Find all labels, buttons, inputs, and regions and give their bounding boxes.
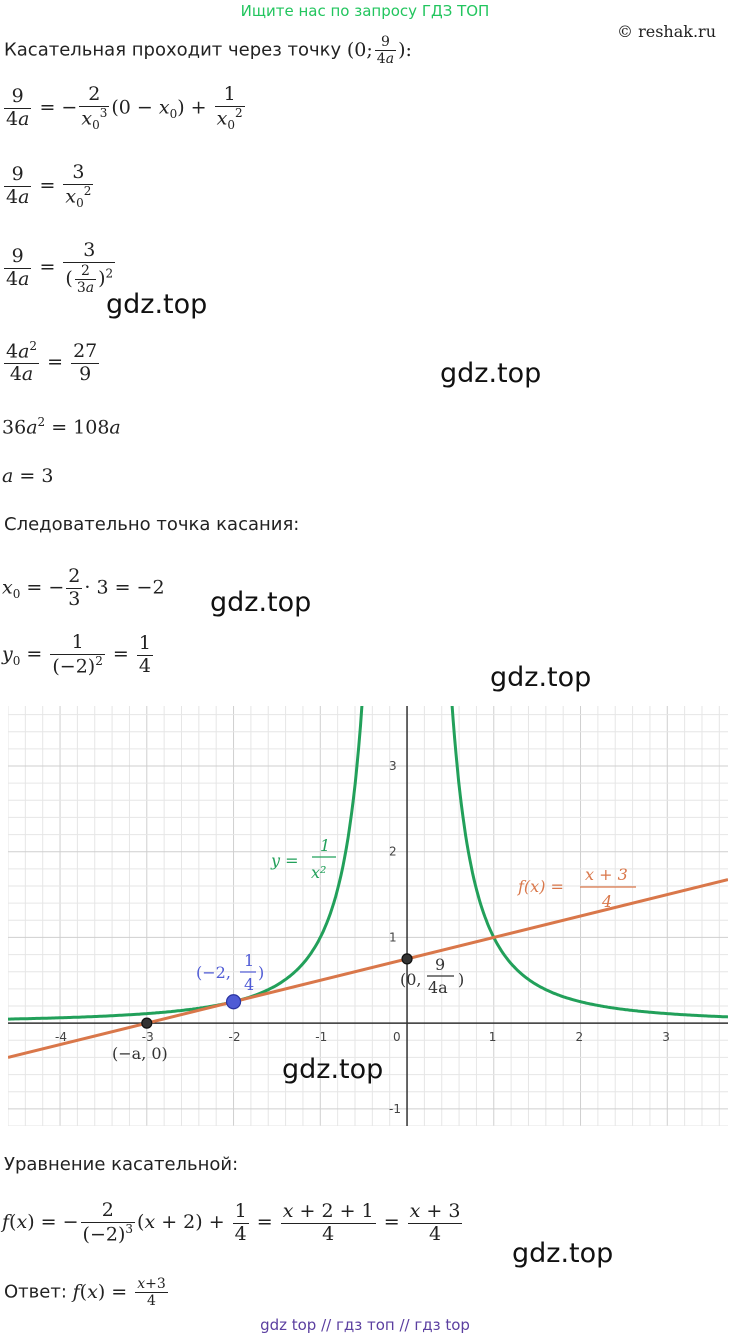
tangent-label-den: 4 (601, 892, 612, 911)
tangent-label: f(x) = x + 3 4 (517, 865, 636, 911)
curve-label-num: 1 (320, 836, 330, 855)
function-graph: -4 -3 -2 -1 0 1 2 3 -1 1 2 3 y = 1 x² f(x) = x + 3 … (8, 706, 728, 1126)
point-neg2-label-text: (−2, (196, 963, 231, 982)
axes (8, 706, 728, 1126)
tangent-label-num: x + 3 (585, 865, 628, 884)
watermark: gdz.top (440, 358, 542, 389)
watermark: gdz.top (282, 1054, 384, 1085)
equation-4: 4a2 4a = 27 9 (4, 339, 100, 386)
answer-formula: f(x) = x+3 4 (72, 1276, 168, 1310)
equation-6: a = 3 (2, 465, 54, 487)
x-tick-label: 0 (393, 1030, 401, 1044)
y-tick-label: 2 (389, 845, 397, 859)
answer-line: Ответ: f(x) = x+3 4 (4, 1276, 170, 1309)
curve-series-line (8, 706, 728, 1021)
equation-2: 9 4a = 3 x02 (4, 161, 94, 210)
point-neg2-label: (−2, 1 4 ) (196, 951, 264, 994)
x-tick-label: 3 (662, 1030, 670, 1044)
x-tick-label: -2 (229, 1030, 241, 1044)
y-tick-label: 1 (389, 930, 397, 944)
tangent-label-text: f(x) = (517, 877, 564, 896)
y-tick-label: 3 (389, 759, 397, 773)
answer-label: Ответ: (4, 1281, 67, 1303)
equation-1: 9 4a = −2 x03 (0 − x0) + 1 x02 (4, 83, 245, 132)
search-banner[interactable]: Ищите нас по запросу ГДЗ ТОП (240, 2, 490, 20)
x-tick-label: -1 (315, 1030, 327, 1044)
point-neg2-label-den: 4 (244, 975, 254, 994)
watermark: gdz.top (106, 289, 208, 320)
data-point (225, 994, 242, 1010)
point-formula: (0; 9 4a): (346, 34, 412, 68)
equation-heading: Уравнение касательной: (4, 1154, 239, 1175)
point-zero-label-text: (0, (400, 970, 422, 989)
point-neg2-label-close: ) (258, 963, 264, 982)
point-neg2-label-num: 1 (244, 951, 254, 970)
curve-label-den: x² (311, 863, 326, 882)
x-tick-label: -3 (142, 1030, 154, 1044)
x-tick-label: 2 (576, 1030, 584, 1044)
watermark: gdz.top (490, 662, 592, 693)
point-neg-a-label: (−a, 0) (112, 1044, 168, 1063)
watermark: gdz.top (512, 1238, 614, 1269)
copyright-notice: © reshak.ru (617, 22, 716, 41)
equation-3: 9 4a = 3(2 3a)2 (4, 239, 116, 296)
tick-labels: -4 -3 -2 -1 0 1 2 3 -1 1 2 3 (55, 759, 670, 1116)
point-zero-label-den: 4a (428, 978, 448, 997)
footer-links[interactable]: gdz top // гдз топ // гдз top (260, 1316, 470, 1334)
point-zero-label-num: 9 (435, 955, 445, 974)
data-point (401, 953, 413, 965)
equation-x0: x0 = −2 3 · 3 = −2 (2, 565, 165, 610)
intro-line: Касательная проходит через точку (0; 9 4a)… (4, 34, 412, 67)
x-tick-label: 1 (489, 1030, 497, 1044)
y-tick-label: -1 (389, 1102, 401, 1116)
point-zero-label-close: ) (458, 970, 464, 989)
curve-label: y = 1 x² (270, 836, 336, 882)
points (141, 953, 413, 1029)
watermark: gdz.top (210, 587, 312, 618)
intro-text: Касательная проходит через точку (4, 39, 342, 61)
data-point (141, 1017, 153, 1029)
tangent-series-line (8, 878, 728, 1059)
curve-label-text: y = (270, 851, 299, 870)
point-text: Следовательно точка касания: (4, 514, 300, 535)
equation-5: 36a2 = 108a (2, 415, 121, 439)
x-tick-label: -4 (55, 1030, 67, 1044)
point-zero-label: (0, 9 4a ) (400, 955, 464, 997)
